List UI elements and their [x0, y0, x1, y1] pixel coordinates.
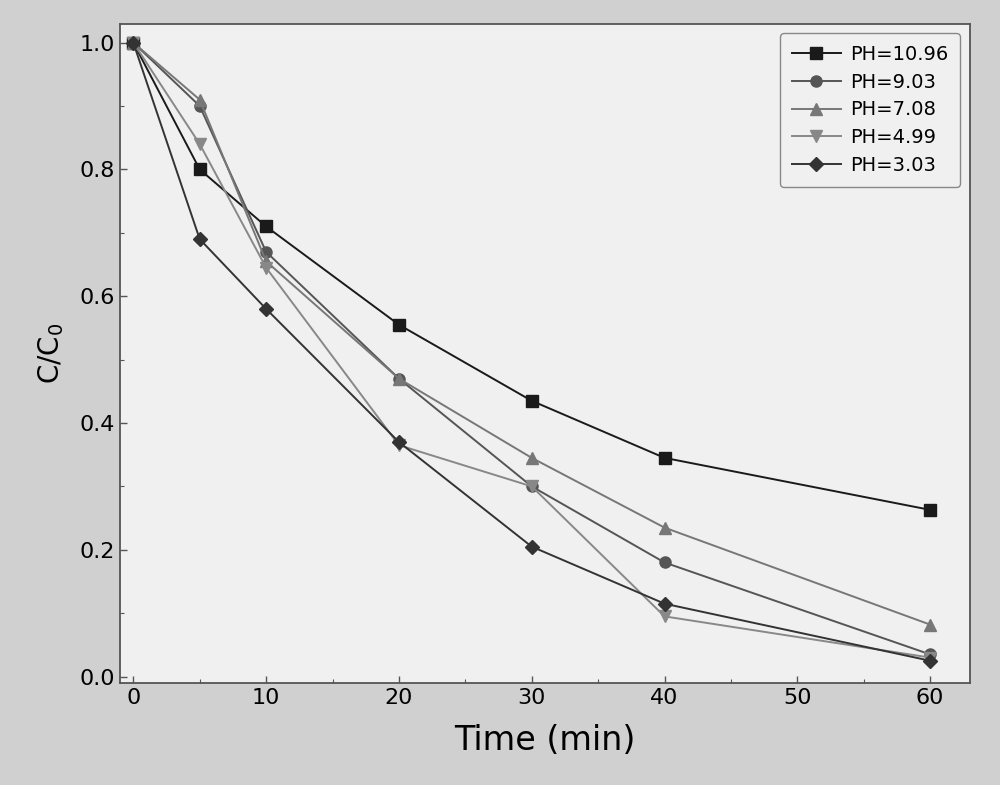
- PH=9.03: [526, 482, 538, 491]
- PH=4.99: [393, 440, 405, 450]
- PH=10.96: [260, 221, 272, 231]
- X-axis label: Time (min): Time (min): [454, 725, 636, 758]
- PH=10.96: [127, 38, 139, 47]
- PH=10.96: [194, 165, 206, 174]
- PH=9.03: [194, 101, 206, 111]
- PH=7.08: [659, 523, 671, 532]
- PH=3.03: [526, 542, 538, 551]
- PH=3.03: [194, 235, 206, 244]
- Y-axis label: C/C$_0$: C/C$_0$: [36, 323, 66, 384]
- PH=3.03: [260, 304, 272, 313]
- PH=4.99: [924, 653, 936, 663]
- Line: PH=4.99: PH=4.99: [128, 37, 936, 663]
- PH=10.96: [526, 396, 538, 406]
- PH=7.08: [260, 257, 272, 266]
- PH=3.03: [659, 599, 671, 608]
- PH=4.99: [659, 612, 671, 621]
- PH=9.03: [659, 558, 671, 568]
- PH=7.08: [194, 95, 206, 104]
- PH=9.03: [127, 38, 139, 47]
- Line: PH=7.08: PH=7.08: [128, 37, 936, 630]
- PH=7.08: [526, 453, 538, 462]
- PH=4.99: [526, 482, 538, 491]
- Line: PH=3.03: PH=3.03: [128, 38, 935, 666]
- PH=10.96: [659, 453, 671, 462]
- PH=9.03: [260, 247, 272, 257]
- PH=7.08: [127, 38, 139, 47]
- PH=3.03: [393, 437, 405, 447]
- PH=4.99: [194, 139, 206, 148]
- PH=9.03: [393, 374, 405, 383]
- PH=7.08: [924, 620, 936, 630]
- PH=9.03: [924, 650, 936, 659]
- Legend: PH=10.96, PH=9.03, PH=7.08, PH=4.99, PH=3.03: PH=10.96, PH=9.03, PH=7.08, PH=4.99, PH=…: [780, 33, 960, 187]
- PH=3.03: [924, 656, 936, 666]
- PH=10.96: [393, 320, 405, 330]
- PH=10.96: [924, 506, 936, 515]
- Line: PH=10.96: PH=10.96: [128, 37, 936, 516]
- PH=3.03: [127, 38, 139, 47]
- PH=4.99: [127, 38, 139, 47]
- PH=4.99: [260, 263, 272, 272]
- PH=7.08: [393, 374, 405, 383]
- Line: PH=9.03: PH=9.03: [128, 37, 936, 660]
